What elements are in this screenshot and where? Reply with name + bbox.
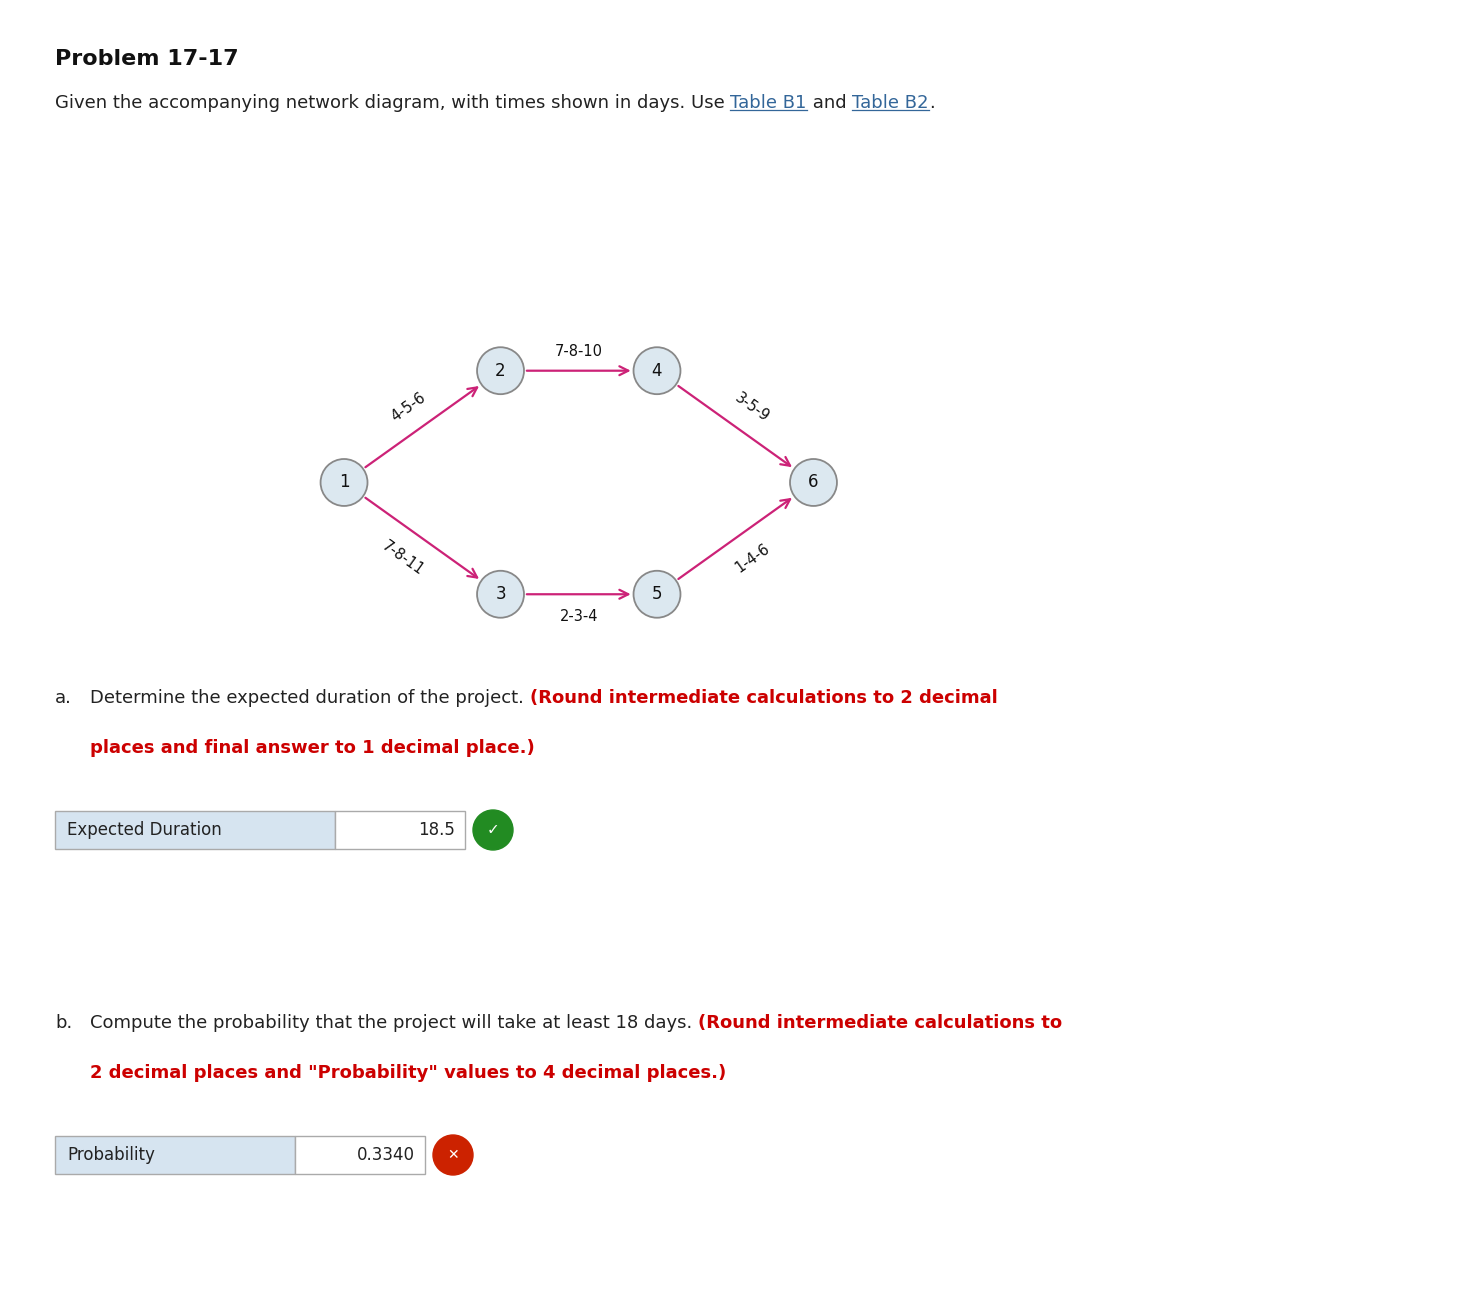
Circle shape [321, 459, 368, 506]
Text: Determine the expected duration of the project.: Determine the expected duration of the p… [91, 689, 530, 707]
Text: Table B1: Table B1 [730, 94, 807, 112]
Text: 6: 6 [809, 473, 819, 492]
Text: 1-4-6: 1-4-6 [732, 541, 772, 575]
Circle shape [473, 810, 513, 850]
Text: (Round intermediate calculations to: (Round intermediate calculations to [697, 1015, 1063, 1031]
Text: 4: 4 [651, 361, 662, 379]
Text: 7-8-10: 7-8-10 [555, 344, 603, 359]
Text: ✓: ✓ [487, 823, 500, 837]
Circle shape [634, 571, 681, 618]
FancyBboxPatch shape [295, 1136, 424, 1174]
Text: b.: b. [55, 1015, 73, 1031]
Text: Table B2: Table B2 [852, 94, 929, 112]
Text: ✕: ✕ [447, 1148, 459, 1162]
Circle shape [476, 347, 524, 394]
Text: 7-8-11: 7-8-11 [378, 539, 426, 578]
Circle shape [433, 1134, 473, 1175]
Text: 1: 1 [338, 473, 349, 492]
Text: Expected Duration: Expected Duration [67, 822, 221, 838]
Text: and: and [807, 94, 852, 112]
Circle shape [476, 571, 524, 618]
Text: 3: 3 [496, 585, 506, 604]
Text: Compute the probability that the project will take at least 18 days.: Compute the probability that the project… [91, 1015, 697, 1031]
Text: Problem 17-17: Problem 17-17 [55, 50, 239, 69]
FancyBboxPatch shape [55, 1136, 295, 1174]
Text: 2: 2 [496, 361, 506, 379]
FancyBboxPatch shape [55, 811, 335, 849]
Text: 2-3-4: 2-3-4 [559, 609, 598, 625]
Text: a.: a. [55, 689, 71, 707]
Text: 4-5-6: 4-5-6 [389, 390, 429, 424]
Circle shape [634, 347, 681, 394]
Text: 18.5: 18.5 [418, 822, 456, 838]
FancyBboxPatch shape [335, 811, 464, 849]
Text: (Round intermediate calculations to 2 decimal: (Round intermediate calculations to 2 de… [530, 689, 997, 707]
Text: 0.3340: 0.3340 [358, 1146, 416, 1164]
Text: 2 decimal places and "Probability" values to 4 decimal places.): 2 decimal places and "Probability" value… [91, 1064, 726, 1082]
Text: .: . [929, 94, 935, 112]
Text: Given the accompanying network diagram, with times shown in days. Use: Given the accompanying network diagram, … [55, 94, 730, 112]
Text: places and final answer to 1 decimal place.): places and final answer to 1 decimal pla… [91, 739, 534, 758]
Text: Probability: Probability [67, 1146, 154, 1164]
Text: 5: 5 [651, 585, 662, 604]
Circle shape [789, 459, 837, 506]
Text: 3-5-9: 3-5-9 [732, 390, 772, 424]
